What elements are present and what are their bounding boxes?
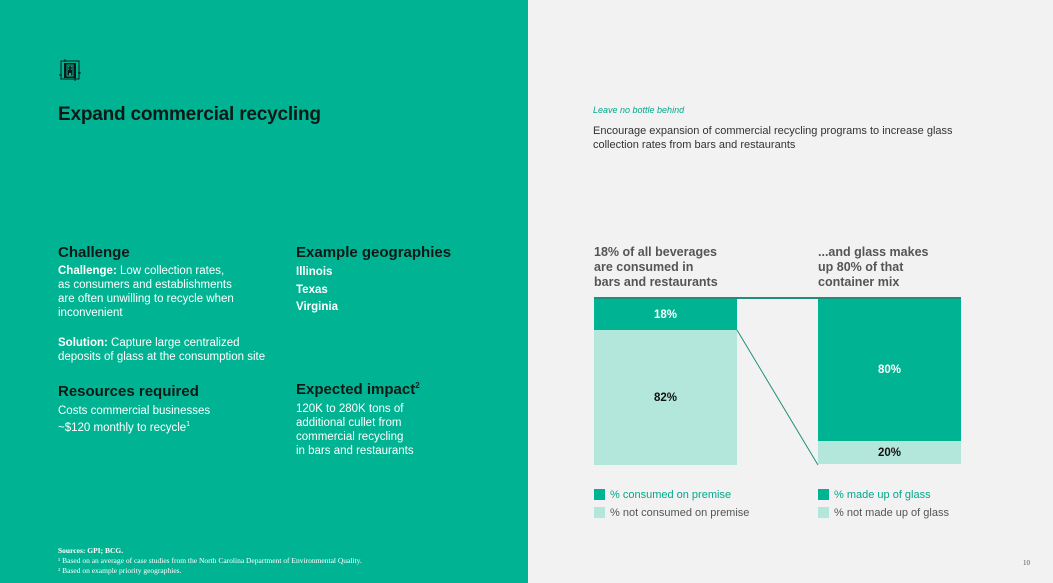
resources-heading: Resources required bbox=[58, 383, 199, 400]
segment-label: 18% bbox=[653, 308, 678, 321]
legend-item: % not made up of glass bbox=[818, 505, 949, 520]
challenge-label: Challenge: bbox=[58, 265, 117, 277]
bar-heading-line: ...and glass makes bbox=[818, 245, 929, 259]
bar-heading-line: bars and restaurants bbox=[594, 275, 718, 289]
bar-heading-line: 18% of all beverages bbox=[594, 245, 717, 259]
right-panel bbox=[528, 0, 1053, 583]
footnote-ref-1: 1 bbox=[186, 421, 191, 428]
footnote-ref-2: 2 bbox=[415, 381, 420, 390]
kicker-text: Leave no bottle behind bbox=[593, 105, 685, 115]
solution-line-1: Capture large centralized bbox=[107, 337, 240, 349]
resources-text: Costs commercial businesses ~$120 monthl… bbox=[58, 404, 283, 435]
impact-line: 120K to 280K tons of bbox=[296, 403, 404, 415]
legend-item: % not consumed on premise bbox=[594, 505, 749, 520]
impact-line: commercial recycling bbox=[296, 431, 404, 443]
segment-label: 80% bbox=[877, 364, 902, 376]
page-number: 10 bbox=[1023, 559, 1030, 567]
geographies-section: Example geographies Illinois Texas Virgi… bbox=[296, 244, 516, 317]
legend-swatch-dark bbox=[818, 489, 829, 500]
resources-section: Resources required Costs commercial busi… bbox=[58, 383, 283, 435]
geography-item: Virginia bbox=[296, 301, 338, 313]
legend-label: % not consumed on premise bbox=[610, 506, 750, 519]
legend-swatch-dark bbox=[594, 489, 605, 500]
chart-top-rule bbox=[594, 297, 961, 299]
chart-subtitle: Encourage expansion of commercial recycl… bbox=[593, 125, 953, 151]
impact-heading-text: Expected impact bbox=[296, 381, 416, 398]
resources-line-2: ~$120 monthly to recycle bbox=[58, 421, 187, 434]
challenge-text: Challenge: Low collection rates, as cons… bbox=[58, 264, 283, 320]
solution-label: Solution: bbox=[58, 337, 108, 349]
sources-note: Sources: GPI; BCG. bbox=[58, 546, 124, 555]
bar-heading-right: ...and glass makes up 80% of that contai… bbox=[818, 245, 978, 290]
bar-heading-left: 18% of all beverages are consumed in bar… bbox=[594, 245, 754, 290]
geographies-heading: Example geographies bbox=[296, 244, 452, 261]
impact-section: Expected impact2 120K to 280K tons of ad… bbox=[296, 381, 516, 458]
geography-item: Illinois bbox=[296, 266, 333, 278]
building-recycle-icon bbox=[59, 59, 81, 81]
legend-swatch-light bbox=[818, 507, 829, 518]
impact-heading: Expected impact2 bbox=[296, 381, 516, 398]
impact-line: in bars and restaurants bbox=[296, 445, 414, 457]
left-panel bbox=[0, 0, 528, 583]
legend-label: % made up of glass bbox=[834, 488, 931, 501]
legend-right: % made up of glass % not made up of glas… bbox=[818, 487, 949, 520]
legend-label: % consumed on premise bbox=[610, 488, 732, 501]
solution-text: Solution: Capture large centralized depo… bbox=[58, 336, 283, 364]
legend-swatch-light bbox=[594, 507, 605, 518]
legend-item: % made up of glass bbox=[818, 487, 949, 502]
impact-line: additional cullet from bbox=[296, 417, 402, 429]
challenge-line-2: as consumers and establishments bbox=[58, 279, 232, 291]
legend-label: % not made up of glass bbox=[834, 506, 949, 519]
legend-item: % consumed on premise bbox=[594, 487, 749, 502]
segment-label: 82% bbox=[653, 391, 678, 404]
bar-segment-consumed-on-premise: 18% bbox=[594, 299, 737, 330]
impact-text: 120K to 280K tons of additional cullet f… bbox=[296, 402, 516, 458]
segment-label: 20% bbox=[877, 446, 902, 459]
footnotes: Sources: GPI; BCG. ¹ Based on an average… bbox=[58, 546, 362, 576]
bar-segment-not-consumed-on-premise: 82% bbox=[594, 330, 737, 465]
challenge-line-3: are often unwilling to recycle when bbox=[58, 293, 234, 305]
legend-left: % consumed on premise % not consumed on … bbox=[594, 487, 749, 520]
challenge-section: Challenge Challenge: Low collection rate… bbox=[58, 244, 283, 364]
geography-item: Texas bbox=[296, 283, 328, 296]
solution-line-2: deposits of glass at the consumption sit… bbox=[58, 351, 266, 363]
bar-segment-glass: 80% bbox=[818, 299, 961, 441]
footnote-2: ² Based on example priority geographies. bbox=[58, 566, 182, 575]
challenge-line-1: Low collection rates, bbox=[116, 265, 225, 277]
footnote-1: ¹ Based on an average of case studies fr… bbox=[58, 556, 362, 565]
bar-heading-line: container mix bbox=[818, 275, 900, 289]
page-title: Expand commercial recycling bbox=[58, 104, 321, 125]
bar-segment-not-glass: 20% bbox=[818, 441, 961, 464]
challenge-line-4: inconvenient bbox=[58, 307, 123, 319]
challenge-heading: Challenge bbox=[58, 244, 130, 261]
bar-heading-line: are consumed in bbox=[594, 260, 694, 274]
bar-heading-line: up 80% of that bbox=[818, 260, 904, 274]
resources-line-1: Costs commercial businesses bbox=[58, 405, 211, 417]
